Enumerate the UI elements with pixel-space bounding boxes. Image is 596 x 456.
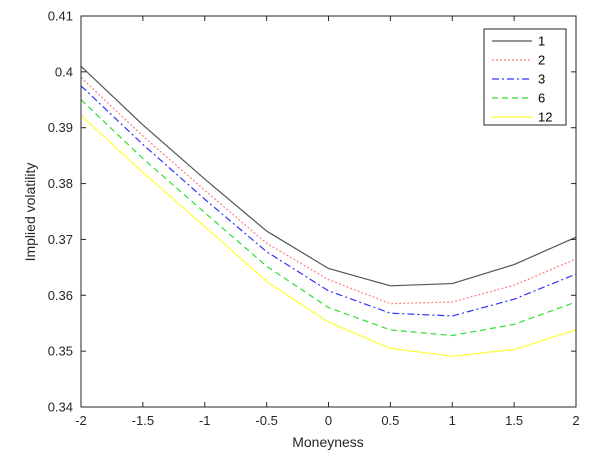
series-layer [80,65,577,357]
legend-label-1: 2 [538,53,545,68]
series-line-1 [80,77,577,305]
legend-label-4: 12 [538,110,552,125]
x-tick-label-3: -0.5 [255,413,277,428]
series-line-3 [80,99,577,337]
x-axis-label: Moneyness [292,434,364,450]
y-tick-label-1: 0.35 [48,344,73,359]
y-tick-label-0: 0.34 [48,400,73,415]
x-tick-label-2: -1 [199,413,211,428]
series-line-4 [80,114,577,357]
tick-layer: -2 -1.5 -1 -0.5 0 0.5 1 1.5 2 0.34 0.35 0.36 0.37 0.3… [48,9,580,429]
series-line-0 [80,65,577,287]
x-tick-label-5: 0.5 [381,413,399,428]
y-tick-label-3: 0.37 [48,232,73,247]
y-tick-label-5: 0.39 [48,120,73,135]
y-tick-label-4: 0.38 [48,176,73,191]
legend-box [483,28,567,126]
x-tick-label-4: 0 [325,413,332,428]
y-tick-label-7: 0.41 [48,9,73,24]
legend-label-0: 1 [538,34,545,49]
legend-label-2: 3 [538,72,545,87]
y-tick-label-2: 0.36 [48,288,73,303]
legend-label-3: 6 [538,91,545,106]
y-tick-label-6: 0.4 [55,64,73,79]
x-tick-label-1: -1.5 [132,413,154,428]
x-tick-label-0: -2 [75,413,87,428]
x-tick-label-7: 1.5 [505,413,523,428]
x-tick-label-8: 2 [572,413,579,428]
y-axis-label: Implied volatility [22,163,38,262]
x-tick-label-6: 1 [449,413,456,428]
